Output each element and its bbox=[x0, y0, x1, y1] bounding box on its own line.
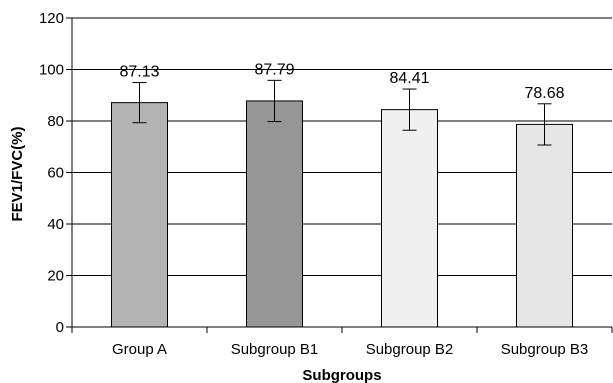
axes bbox=[66, 17, 613, 333]
data-labels: 87.13 87.79 84.41 78.68 bbox=[119, 61, 564, 101]
x-tick-label: Group A bbox=[112, 341, 167, 358]
error-bars bbox=[132, 79, 552, 146]
bar bbox=[246, 100, 303, 328]
bar bbox=[516, 123, 573, 328]
y-tick-label: 80 bbox=[47, 113, 64, 130]
y-axis-title: FEV1/FVC(%) bbox=[9, 126, 26, 221]
bars bbox=[111, 100, 573, 328]
bar bbox=[381, 109, 438, 328]
data-label: 87.13 bbox=[119, 64, 159, 81]
y-tick-label: 100 bbox=[39, 62, 64, 79]
x-tick-labels: Group A Subgroup B1 Subgroup B2 Subgroup B3 bbox=[112, 341, 588, 358]
y-tick-label: 60 bbox=[47, 165, 64, 182]
data-label: 87.79 bbox=[254, 61, 294, 78]
bar bbox=[111, 102, 168, 328]
y-tick-label: 40 bbox=[47, 216, 64, 233]
y-tick-label: 120 bbox=[39, 10, 64, 27]
x-tick-label: Subgroup B1 bbox=[231, 341, 319, 358]
y-tick-label: 0 bbox=[56, 319, 64, 336]
x-tick-label: Subgroup B2 bbox=[366, 341, 454, 358]
data-label: 78.68 bbox=[524, 85, 564, 102]
y-tick-label: 20 bbox=[47, 268, 64, 285]
x-axis-title: Subgroups bbox=[302, 367, 381, 383]
y-tick-labels: 0 20 40 60 80 100 120 bbox=[39, 10, 64, 336]
data-label: 84.41 bbox=[389, 70, 429, 87]
x-tick-label: Subgroup B3 bbox=[501, 341, 589, 358]
